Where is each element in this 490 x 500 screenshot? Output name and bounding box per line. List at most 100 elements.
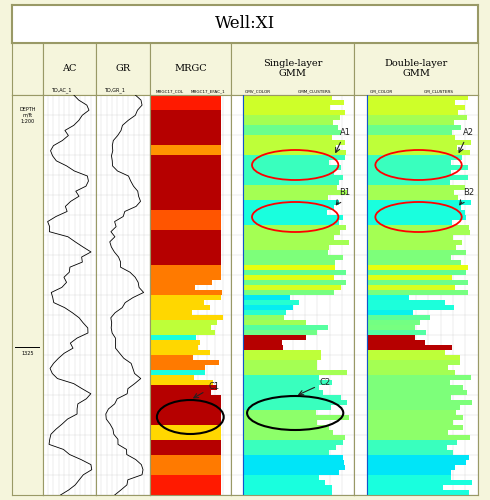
Bar [244, 265, 335, 270]
Text: GMV_COLOR: GMV_COLOR [245, 89, 271, 93]
Bar [367, 390, 467, 395]
Bar [367, 475, 451, 480]
Text: B1: B1 [336, 188, 351, 204]
Bar [149, 265, 221, 270]
Bar [244, 350, 320, 355]
Bar [244, 300, 299, 305]
Bar [149, 330, 215, 335]
Bar [367, 410, 456, 415]
Bar [149, 305, 210, 310]
Bar [149, 455, 221, 460]
Bar [244, 95, 332, 100]
Bar [367, 115, 467, 120]
Bar [367, 330, 426, 335]
Bar [244, 315, 284, 320]
Bar [367, 400, 472, 405]
Bar [149, 425, 221, 430]
Bar [367, 480, 471, 485]
Bar [149, 225, 221, 230]
Bar [244, 155, 345, 160]
Bar [149, 270, 221, 275]
Bar [244, 135, 332, 140]
Text: TD,GR_1: TD,GR_1 [104, 88, 125, 93]
Bar [244, 240, 348, 245]
Bar [367, 165, 467, 170]
Text: A1: A1 [336, 128, 350, 152]
Bar [367, 265, 467, 270]
Text: Single-layer
GMM: Single-layer GMM [263, 59, 322, 78]
Bar [244, 255, 343, 260]
Bar [367, 485, 442, 490]
Bar [149, 485, 221, 490]
Bar [244, 270, 346, 275]
Bar [149, 380, 213, 385]
Bar [244, 490, 332, 495]
Bar [244, 220, 339, 225]
Bar [149, 295, 221, 300]
Bar [367, 290, 468, 295]
Bar [149, 170, 221, 175]
Bar [367, 150, 470, 155]
Bar [149, 130, 221, 135]
Bar [367, 490, 468, 495]
Bar [367, 305, 454, 310]
Bar [244, 145, 336, 150]
Bar [244, 400, 347, 405]
Bar [244, 335, 306, 340]
Bar [244, 410, 316, 415]
Bar [244, 260, 335, 265]
Bar [149, 100, 221, 105]
Bar [149, 245, 221, 250]
Bar [149, 115, 221, 120]
Bar [367, 160, 451, 165]
Bar [149, 145, 221, 150]
Bar [149, 315, 222, 320]
Bar [367, 340, 425, 345]
Bar [367, 130, 452, 135]
Bar [149, 345, 198, 350]
Bar [244, 325, 328, 330]
Bar [367, 420, 453, 425]
Bar [149, 405, 221, 410]
Bar [149, 220, 221, 225]
Bar [149, 285, 195, 290]
Bar [244, 395, 341, 400]
Bar [244, 250, 328, 255]
Bar [244, 190, 346, 195]
Bar [149, 120, 221, 125]
Bar [149, 275, 221, 280]
Bar [149, 175, 221, 180]
Bar [367, 135, 455, 140]
Bar [244, 125, 338, 130]
Bar [367, 155, 462, 160]
Bar [367, 425, 463, 430]
Bar [244, 425, 328, 430]
Bar [149, 350, 210, 355]
Bar [244, 465, 344, 470]
Bar [367, 285, 455, 290]
Text: TD,AC_1: TD,AC_1 [51, 88, 72, 93]
Bar [244, 160, 329, 165]
Bar [244, 380, 333, 385]
Bar [149, 190, 221, 195]
Bar [149, 260, 221, 265]
Bar [367, 375, 471, 380]
Text: GR: GR [115, 64, 130, 73]
Bar [149, 415, 221, 420]
Bar [367, 195, 458, 200]
Bar [367, 385, 463, 390]
Bar [149, 200, 221, 205]
Bar [244, 430, 334, 435]
Bar [244, 100, 344, 105]
Bar [367, 320, 420, 325]
Bar [244, 215, 343, 220]
Bar [149, 125, 221, 130]
Bar [367, 440, 457, 445]
Bar [244, 285, 341, 290]
Text: Double-layer
GMM: Double-layer GMM [385, 59, 448, 78]
Bar [244, 360, 318, 365]
Text: A2: A2 [459, 128, 474, 152]
Bar [244, 485, 332, 490]
Bar [367, 100, 455, 105]
Bar [367, 230, 470, 235]
